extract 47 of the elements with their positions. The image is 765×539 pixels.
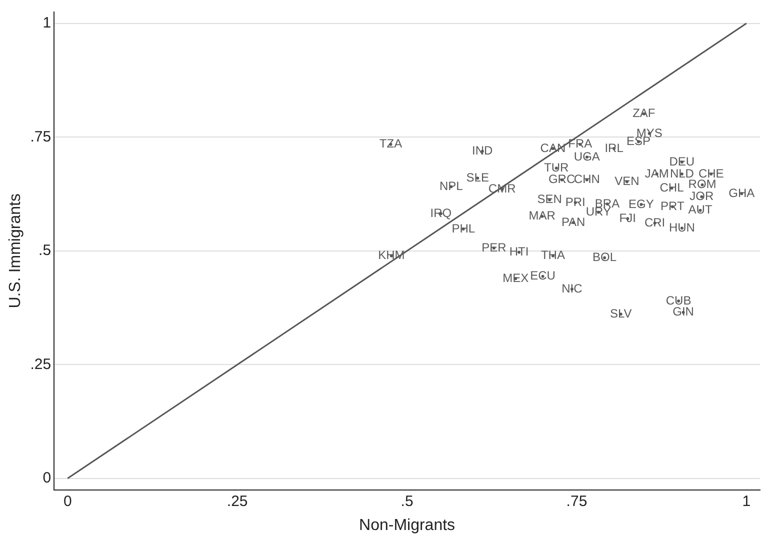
y-tick-label: .25: [30, 356, 52, 373]
data-label: HUN: [668, 220, 695, 234]
data-label: ECU: [530, 268, 556, 283]
data-label: DEU: [669, 154, 695, 168]
x-tick-label: .25: [226, 492, 248, 510]
data-label: SEN: [537, 192, 562, 206]
data-label: PHL: [452, 221, 476, 236]
data-label: TZA: [379, 136, 402, 151]
data-label: UGA: [574, 149, 600, 164]
data-label: THA: [540, 248, 565, 262]
data-label: HTI: [509, 244, 529, 259]
data-label: JOR: [690, 189, 714, 204]
data-label: PRT: [660, 199, 685, 214]
data-label: TUR: [544, 160, 570, 174]
data-label: MEX: [502, 270, 529, 285]
data-label: GHA: [728, 186, 755, 200]
data-label: EGY: [628, 196, 654, 211]
data-label: SLV: [610, 306, 632, 320]
data-label: PAN: [561, 215, 586, 229]
data-label: CHL: [660, 180, 684, 194]
x-tick-label: .5: [400, 492, 414, 510]
data-label: FJI: [619, 210, 636, 225]
data-label: CUB: [666, 293, 692, 308]
data-label: NIC: [562, 281, 583, 296]
data-label: ZAF: [632, 106, 656, 120]
y-tick-label: .5: [38, 242, 52, 260]
data-label: PER: [482, 240, 507, 254]
data-label: JAM: [644, 166, 669, 180]
y-tick-label: 0: [42, 470, 52, 487]
x-tick-label: 0: [63, 492, 72, 510]
y-tick-label: 1: [42, 14, 52, 32]
y-axis-title: U.S. Immigrants: [7, 194, 24, 308]
data-label: BOL: [592, 250, 617, 264]
x-tick-label: 1: [742, 492, 751, 510]
data-label: GIN: [672, 304, 694, 319]
y-tick-label: .75: [30, 128, 52, 146]
data-label: AUT: [688, 202, 713, 217]
x-tick-label: .75: [566, 492, 588, 510]
data-label: VEN: [614, 174, 640, 188]
data-label: NPL: [439, 179, 464, 194]
data-label: CHN: [574, 172, 600, 186]
data-label: IND: [472, 144, 494, 158]
data-label: SLE: [466, 170, 489, 184]
data-label: GRC: [548, 172, 576, 186]
x-axis-title: Non-Migrants: [359, 516, 456, 534]
data-label: IRQ: [430, 206, 452, 220]
data-label: MAR: [528, 208, 556, 223]
